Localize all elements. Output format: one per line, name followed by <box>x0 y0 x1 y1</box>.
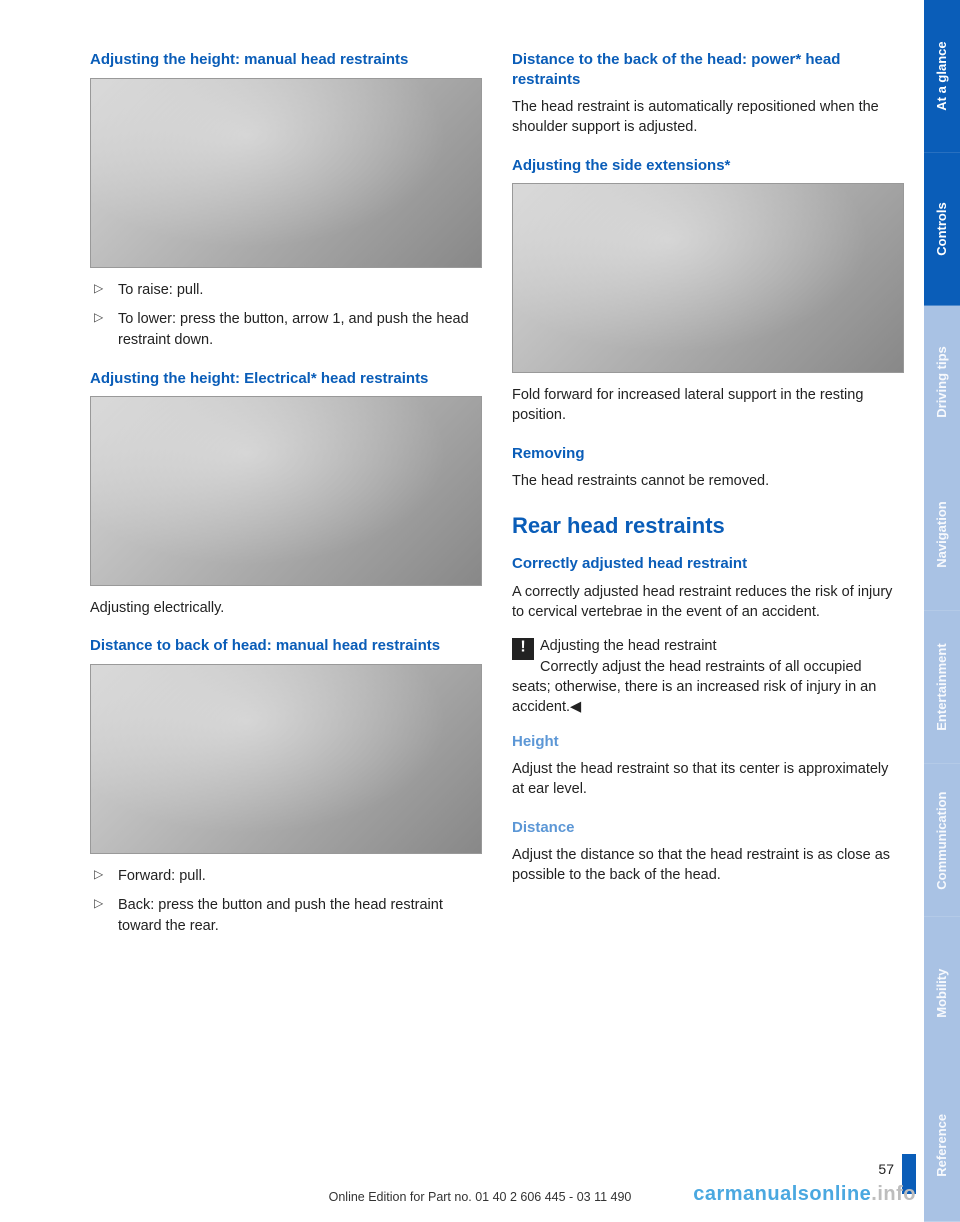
tab-communication[interactable]: Communication <box>924 764 960 917</box>
figure-manual-height <box>90 78 482 268</box>
watermark-part2: .info <box>871 1183 916 1205</box>
footer-edition-line: Online Edition for Part no. 01 40 2 606 … <box>329 1189 632 1207</box>
right-column: Distance to the back of the head: power*… <box>512 50 904 1202</box>
text-correctly-adjusted: A correctly adjusted head restraint redu… <box>512 582 904 623</box>
sidebar-tabs: At a glance Controls Driving tips Naviga… <box>924 0 960 1222</box>
heading-distance-power: Distance to the back of the head: power*… <box>512 50 904 89</box>
heading-distance-manual: Distance to back of head: manual head re… <box>90 636 482 656</box>
figure-side-extensions <box>512 183 904 373</box>
page-number: 57 <box>872 1158 900 1182</box>
tab-driving-tips[interactable]: Driving tips <box>924 306 960 459</box>
text-height: Adjust the head restraint so that its ce… <box>512 759 904 800</box>
figure-electrical-height <box>90 396 482 586</box>
tab-entertainment[interactable]: Entertainment <box>924 611 960 764</box>
heading-manual-height: Adjusting the height: manual head restra… <box>90 50 482 70</box>
heading-rear-restraints: Rear head restraints <box>512 511 904 542</box>
heading-removing: Removing <box>512 444 904 464</box>
watermark: carmanualsonline.info <box>693 1180 916 1208</box>
left-column: Adjusting the height: manual head restra… <box>90 50 482 1202</box>
heading-height: Height <box>512 732 904 752</box>
heading-electrical-height: Adjusting the height: Electrical* head r… <box>90 369 482 389</box>
text-distance-power: The head restraint is automatically repo… <box>512 97 904 138</box>
text-side-extensions: Fold forward for increased lateral suppo… <box>512 385 904 426</box>
tab-at-a-glance[interactable]: At a glance <box>924 0 960 153</box>
warning-block: Adjusting the head restraint Correctly a… <box>512 636 904 717</box>
caption-electrical: Adjusting electrically. <box>90 598 482 618</box>
figure-distance-manual <box>90 664 482 854</box>
list-distance-manual: Forward: pull. Back: press the button an… <box>90 866 482 937</box>
warning-title: Adjusting the head restraint <box>512 636 904 656</box>
text-distance: Adjust the distance so that the head res… <box>512 845 904 886</box>
watermark-part1: carmanualsonline <box>693 1183 871 1205</box>
tab-navigation[interactable]: Navigation <box>924 458 960 611</box>
warning-icon <box>512 638 534 660</box>
list-manual-height: To raise: pull. To lower: press the butt… <box>90 280 482 351</box>
content-area: Adjusting the height: manual head restra… <box>0 0 924 1222</box>
tab-controls[interactable]: Controls <box>924 153 960 306</box>
list-item: Back: press the button and push the head… <box>90 895 482 937</box>
page-root: Adjusting the height: manual head restra… <box>0 0 960 1222</box>
heading-distance: Distance <box>512 818 904 838</box>
tab-reference[interactable]: Reference <box>924 1069 960 1222</box>
heading-side-extensions: Adjusting the side extensions* <box>512 156 904 176</box>
text-removing: The head restraints cannot be removed. <box>512 471 904 491</box>
list-item: Forward: pull. <box>90 866 482 887</box>
heading-correctly-adjusted: Correctly adjusted head restraint <box>512 554 904 574</box>
list-item: To raise: pull. <box>90 280 482 301</box>
list-item: To lower: press the button, arrow 1, and… <box>90 309 482 351</box>
warning-body: Correctly adjust the head restraints of … <box>512 657 904 718</box>
tab-mobility[interactable]: Mobility <box>924 917 960 1070</box>
